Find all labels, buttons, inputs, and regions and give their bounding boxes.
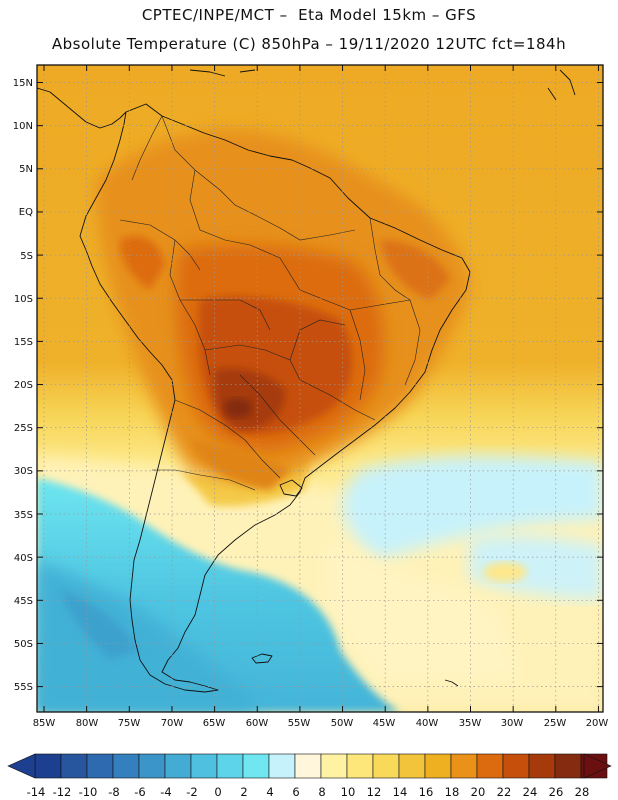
- longitude-labels: 85W 80W 75W 70W 65W 60W 55W 50W 45W 40W …: [33, 718, 609, 729]
- lat-label: 20S: [14, 380, 33, 391]
- colorbar-label: 18: [445, 785, 460, 799]
- caribbean-islands: [189, 69, 576, 101]
- lon-label: 40W: [416, 718, 439, 729]
- colorbar-label: -8: [108, 785, 119, 799]
- axis-ticks: [37, 65, 603, 712]
- colorbar-swatch: [34, 753, 62, 779]
- lat-label: 10N: [13, 121, 33, 132]
- central-america-coast: [37, 87, 127, 129]
- temperature-field: [37, 65, 603, 712]
- south-america-coast: [79, 103, 471, 693]
- lat-label: 50S: [14, 639, 33, 650]
- colorbar-swatch: [268, 753, 296, 779]
- colorbar-label: 2: [240, 785, 247, 799]
- colorbar-swatch: [320, 753, 348, 779]
- colorbar-swatch: [294, 753, 322, 779]
- colorbar-min-arrow: [7, 753, 36, 779]
- colorbar-label: 0: [214, 785, 221, 799]
- colorbar-swatch: [346, 753, 374, 779]
- colorbar-labels: -14 -12 -10 -8 -6 -4 -2 0 2 4 6 8 10 12 …: [27, 785, 590, 799]
- colorbar: -14 -12 -10 -8 -6 -4 -2 0 2 4 6 8 10 12 …: [7, 753, 612, 799]
- lat-label: 15S: [14, 337, 33, 348]
- colorbar-label: 26: [549, 785, 564, 799]
- lon-label: 75W: [118, 718, 141, 729]
- colorbar-swatch: [86, 753, 114, 779]
- colorbar-swatch: [138, 753, 166, 779]
- colorbar-label: -10: [79, 785, 98, 799]
- lat-label: 5N: [19, 164, 33, 175]
- colorbar-label: -6: [134, 785, 145, 799]
- colorbar-label: -4: [160, 785, 171, 799]
- lat-label: 10S: [14, 294, 33, 305]
- lat-label: 5S: [20, 251, 33, 262]
- colorbar-swatch: [398, 753, 426, 779]
- lon-label: 55W: [288, 718, 311, 729]
- lon-label: 80W: [76, 718, 99, 729]
- lon-label: 50W: [331, 718, 354, 729]
- colorbar-label: 24: [523, 785, 538, 799]
- lat-label: 30S: [14, 466, 33, 477]
- political-borders: [119, 115, 421, 491]
- uruguay-coast: [279, 479, 303, 497]
- colorbar-label: 16: [419, 785, 434, 799]
- lat-label: EQ: [19, 207, 33, 218]
- colorbar-label: 14: [393, 785, 408, 799]
- colorbar-swatch: [554, 753, 582, 779]
- lon-label: 35W: [459, 718, 482, 729]
- colorbar-swatch: [476, 753, 504, 779]
- colorbar-label: 20: [471, 785, 486, 799]
- lat-label: 45S: [14, 596, 33, 607]
- colorbar-label: 28: [575, 785, 590, 799]
- coastlines: [37, 69, 576, 693]
- lon-label: 30W: [501, 718, 524, 729]
- map-frame: [36, 64, 604, 713]
- colorbar-label: 8: [318, 785, 325, 799]
- colorbar-label: 6: [292, 785, 299, 799]
- lon-label: 70W: [161, 718, 184, 729]
- colorbar-swatch: [424, 753, 452, 779]
- colorbar-swatch: [112, 753, 140, 779]
- colorbar-swatch: [372, 753, 400, 779]
- lon-label: 65W: [203, 718, 226, 729]
- lat-label: 25S: [14, 423, 33, 434]
- lon-label: 25W: [544, 718, 567, 729]
- colorbar-label: 4: [266, 785, 273, 799]
- south-georgia: [444, 679, 459, 687]
- latitude-labels: 15N 10N 5N EQ 5S 10S 15S 20S 25S 30S 35S…: [13, 78, 33, 693]
- lat-label: 15N: [13, 78, 33, 89]
- colorbar-max-arrow: [583, 753, 612, 779]
- colorbar-label: 12: [367, 785, 382, 799]
- colorbar-swatch: [190, 753, 218, 779]
- colorbar-swatch: [164, 753, 192, 779]
- colorbar-swatch: [60, 753, 88, 779]
- title-model: CPTEC/INPE/MCT – Eta Model 15km – GFS: [141, 6, 477, 24]
- lon-label: 85W: [33, 718, 56, 729]
- colorbar-swatch: [216, 753, 244, 779]
- lat-label: 35S: [14, 510, 33, 521]
- colorbar-swatch: [502, 753, 530, 779]
- colorbar-swatch: [528, 753, 556, 779]
- lat-label: 40S: [14, 553, 33, 564]
- colorbar-swatch: [242, 753, 270, 779]
- colorbar-swatch: [450, 753, 478, 779]
- colorbar-label: -12: [53, 785, 72, 799]
- lon-label: 60W: [246, 718, 269, 729]
- falklands: [251, 653, 273, 664]
- title-field: Absolute Temperature (C) 850hPa – 19/11/…: [51, 35, 567, 53]
- colorbar-label: -14: [27, 785, 46, 799]
- colorbar-label: 22: [497, 785, 512, 799]
- lat-label: 55S: [14, 682, 33, 693]
- lon-label: 45W: [373, 718, 396, 729]
- colorbar-label: 10: [341, 785, 356, 799]
- colorbar-label: -2: [186, 785, 197, 799]
- colorbar-swatches: [34, 753, 608, 779]
- lon-label: 20W: [586, 718, 609, 729]
